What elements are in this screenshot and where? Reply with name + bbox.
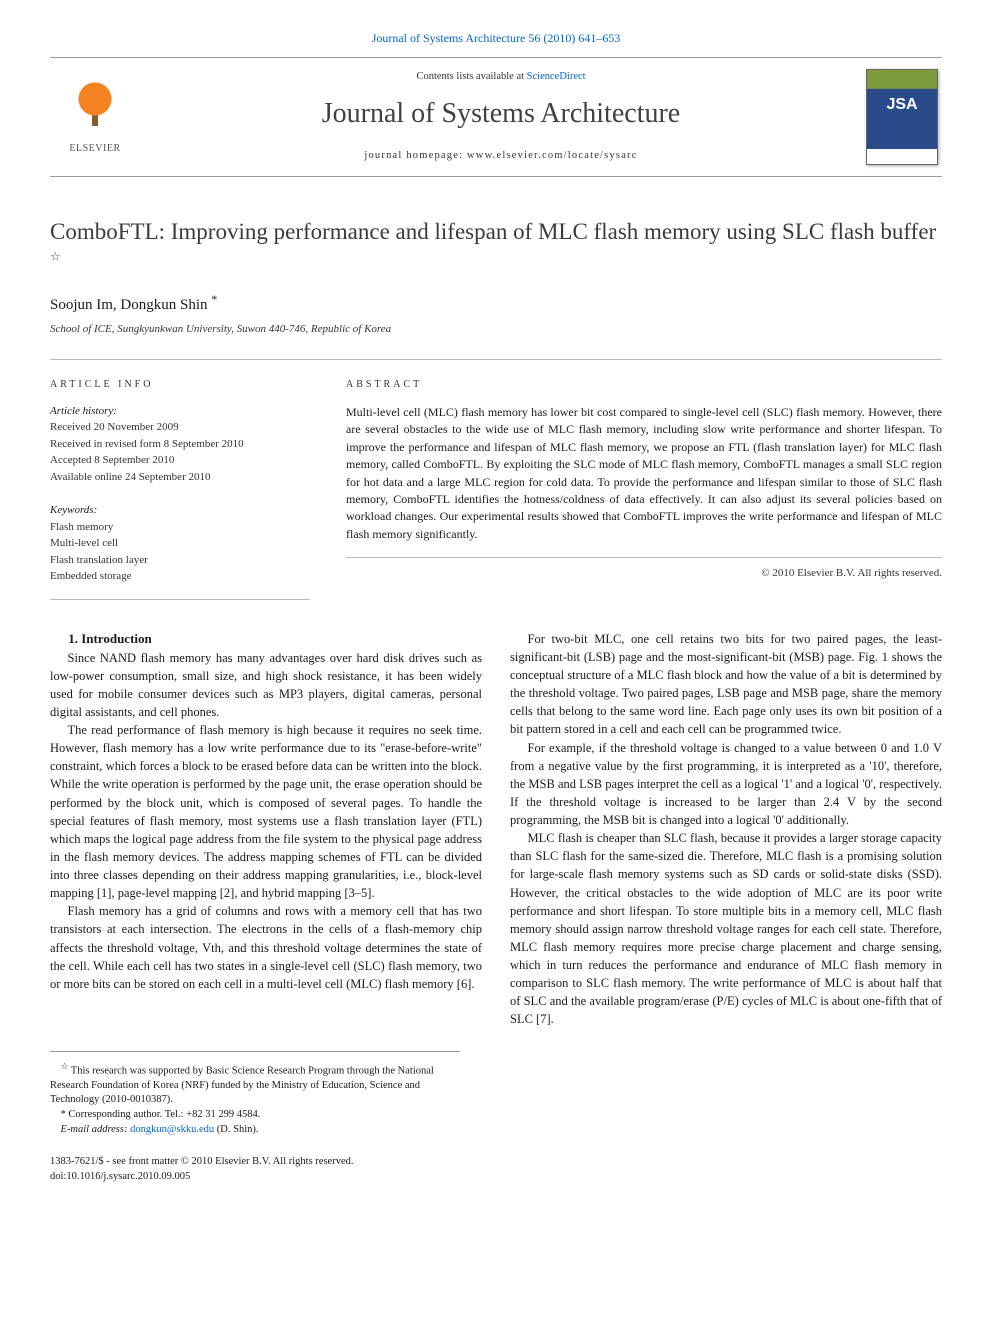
journal-homepage: journal homepage: www.elsevier.com/locat… [152, 149, 850, 164]
elsevier-tree-icon [71, 78, 119, 138]
funding-marker: ☆ [61, 1061, 69, 1071]
body-paragraph: Flash memory has a grid of columns and r… [50, 902, 482, 993]
body-paragraph: For two-bit MLC, one cell retains two bi… [510, 630, 942, 739]
doi-line: doi:10.1016/j.sysarc.2010.09.005 [50, 1170, 942, 1185]
body-paragraph: Since NAND flash memory has many advanta… [50, 649, 482, 722]
history-item: Received 20 November 2009 [50, 419, 310, 436]
history-item: Received in revised form 8 September 201… [50, 436, 310, 453]
info-abstract-row: ARTICLE INFO Article history: Received 2… [50, 359, 942, 600]
contents-prefix: Contents lists available at [416, 71, 526, 82]
keywords-list: Flash memory Multi-level cell Flash tran… [50, 519, 310, 585]
sciencedirect-link[interactable]: ScienceDirect [527, 71, 586, 82]
corr-text: Corresponding author. Tel.: +82 31 299 4… [68, 1109, 260, 1120]
publisher-name: ELSEVIER [50, 142, 140, 156]
keywords-head: Keywords: [50, 503, 310, 518]
article-title: ComboFTL: Improving performance and life… [50, 217, 942, 277]
funding-text: This research was supported by Basic Sci… [50, 1065, 434, 1105]
journal-name: Journal of Systems Architecture [152, 94, 850, 133]
section-heading: 1. Introduction [50, 630, 482, 649]
article-info-col: ARTICLE INFO Article history: Received 2… [50, 378, 310, 600]
email-suffix: (D. Shin). [217, 1124, 259, 1135]
history-list: Received 20 November 2009 Received in re… [50, 419, 310, 485]
affiliation: School of ICE, Sungkyunkwan University, … [50, 322, 942, 337]
masthead: ELSEVIER Contents lists available at Sci… [50, 57, 942, 177]
email-link[interactable]: dongkun@skku.edu [130, 1124, 214, 1135]
abstract-copyright: © 2010 Elsevier B.V. All rights reserved… [346, 566, 942, 581]
authors: Soojun Im, Dongkun Shin * [50, 291, 942, 316]
abstract-label: ABSTRACT [346, 378, 942, 392]
corresponding-author-marker: * [211, 292, 217, 306]
journal-issue-line: Journal of Systems Architecture 56 (2010… [50, 30, 942, 47]
body-paragraph: MLC flash is cheaper than SLC flash, bec… [510, 829, 942, 1028]
history-item: Available online 24 September 2010 [50, 469, 310, 486]
keyword-item: Flash memory [50, 519, 310, 536]
email-label: E-mail address: [61, 1124, 128, 1135]
body-paragraph: The read performance of flash memory is … [50, 721, 482, 902]
keyword-item: Embedded storage [50, 568, 310, 585]
history-item: Accepted 8 September 2010 [50, 452, 310, 469]
history-head: Article history: [50, 404, 310, 419]
cover-thumb [862, 67, 942, 167]
keyword-item: Flash translation layer [50, 552, 310, 569]
footnotes: ☆ This research was supported by Basic S… [50, 1051, 460, 1138]
funding-footnote: ☆ This research was supported by Basic S… [50, 1060, 460, 1109]
abstract-text: Multi-level cell (MLC) flash memory has … [346, 404, 942, 558]
author-names: Soojun Im, Dongkun Shin [50, 297, 208, 313]
corr-marker: * [61, 1109, 66, 1120]
corresponding-footnote: * Corresponding author. Tel.: +82 31 299… [50, 1108, 460, 1123]
email-footnote: E-mail address: dongkun@skku.edu (D. Shi… [50, 1123, 460, 1138]
bottom-meta: 1383-7621/$ - see front matter © 2010 El… [50, 1155, 942, 1184]
body-two-column: 1. Introduction Since NAND flash memory … [50, 630, 942, 1029]
keyword-item: Multi-level cell [50, 535, 310, 552]
issn-line: 1383-7621/$ - see front matter © 2010 El… [50, 1155, 942, 1170]
contents-line: Contents lists available at ScienceDirec… [152, 70, 850, 85]
publisher-logo-block: ELSEVIER [50, 66, 140, 168]
title-footnote-marker: ☆ [50, 249, 61, 263]
masthead-center: Contents lists available at ScienceDirec… [140, 64, 862, 171]
article-info-label: ARTICLE INFO [50, 378, 310, 392]
body-paragraph: For example, if the threshold voltage is… [510, 739, 942, 830]
section-number: 1. [68, 631, 78, 646]
article-title-text: ComboFTL: Improving performance and life… [50, 219, 936, 244]
section-title: Introduction [81, 631, 152, 646]
journal-cover-icon [866, 69, 938, 165]
abstract-col: ABSTRACT Multi-level cell (MLC) flash me… [346, 378, 942, 600]
